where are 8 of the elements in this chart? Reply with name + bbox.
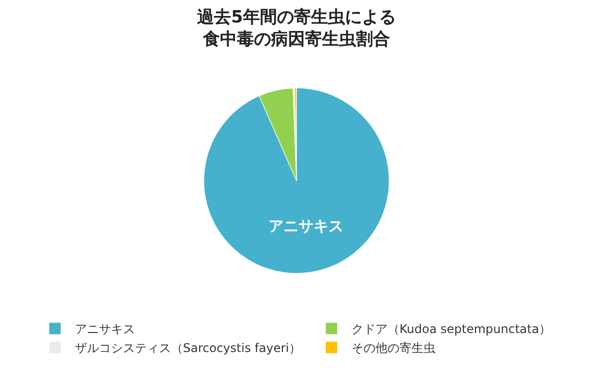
legend-label: その他の寄生虫 bbox=[352, 341, 436, 356]
chart-subtitle: 食中毒の病因寄生虫割合 bbox=[202, 30, 390, 50]
legend-label: アニサキス bbox=[75, 322, 135, 336]
legend-label: ザルコシスティス（Sarcocystis fayeri） bbox=[75, 341, 301, 356]
legend-label: クドア（Kudoa septempunctata） bbox=[352, 322, 552, 336]
chart-title: 過去5年間の寄生虫による bbox=[196, 7, 396, 28]
pie-slice bbox=[204, 88, 390, 274]
data-label: アニサキス bbox=[268, 217, 344, 235]
